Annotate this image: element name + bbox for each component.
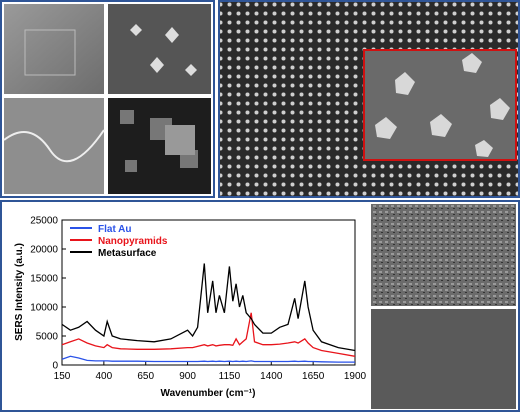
x-tick-label: 900	[179, 371, 196, 382]
series-line	[61, 263, 356, 352]
legend-label: Flat Au	[98, 224, 132, 235]
y-tick-label: 5000	[36, 332, 59, 343]
x-tick-label: 1400	[260, 371, 283, 382]
legend-label: Nanopyramids	[98, 236, 168, 247]
sem-panel-left	[0, 0, 215, 198]
sem-panel-right	[371, 204, 516, 409]
y-tick-label: 25000	[30, 216, 58, 227]
series-line	[61, 312, 356, 357]
x-tick-label: 400	[96, 371, 113, 382]
legend-label: Metasurface	[98, 248, 157, 259]
y-tick-label: 15000	[30, 274, 58, 285]
x-tick-label: 650	[137, 371, 154, 382]
y-tick-label: 10000	[30, 303, 58, 314]
sem-panel-array	[218, 0, 520, 198]
x-tick-label: 1150	[219, 371, 241, 382]
x-tick-label: 150	[54, 371, 71, 382]
y-tick-label: 0	[52, 361, 58, 372]
y-tick-label: 20000	[30, 245, 58, 256]
series-line	[61, 355, 355, 363]
x-axis-label: Wavenumber (cm⁻¹)	[161, 388, 256, 399]
y-axis-label: SERS Intensity (a.u.)	[14, 243, 25, 341]
plot-frame	[61, 219, 356, 366]
x-tick-label: 1900	[344, 371, 367, 382]
x-tick-label: 1650	[302, 371, 325, 382]
